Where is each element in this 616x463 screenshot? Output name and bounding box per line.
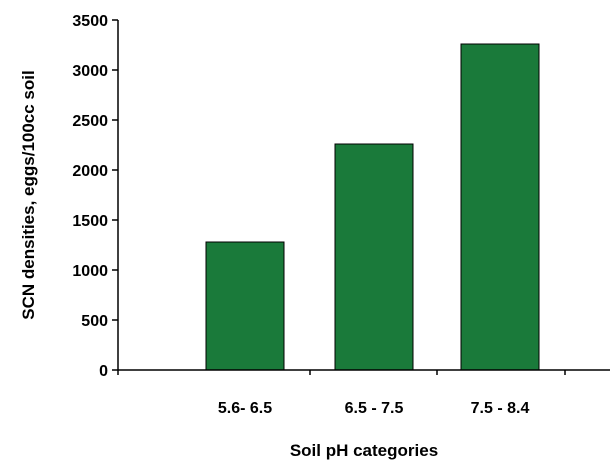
x-ticks-layer: 5.6- 6.5 6.5 - 7.5 7.5 - 8.4	[117, 370, 566, 417]
y-tick-label: 2500	[72, 113, 108, 130]
bar-2	[334, 143, 414, 371]
y-axis-title: SCN densities, eggs/100cc soil	[19, 70, 38, 319]
y-ticks-layer: 0 500 1000 1500 2000 2500 3000 3500	[72, 13, 118, 380]
bar-3	[460, 43, 540, 371]
bars-layer	[205, 43, 540, 371]
y-tick-label: 0	[99, 363, 108, 380]
y-tick-label: 500	[81, 313, 108, 330]
y-tick-label: 3500	[72, 13, 108, 30]
axes-layer	[117, 20, 610, 371]
bar-1	[205, 241, 285, 371]
y-tick-label: 1500	[72, 213, 108, 230]
x-axis-title: Soil pH categories	[290, 441, 438, 460]
y-tick-label: 1000	[72, 263, 108, 280]
x-tick-label: 5.6- 6.5	[218, 400, 272, 417]
y-tick-label: 3000	[72, 63, 108, 80]
x-tick-label: 7.5 - 8.4	[471, 400, 530, 417]
x-tick-label: 6.5 - 7.5	[345, 400, 404, 417]
y-tick-label: 2000	[72, 163, 108, 180]
